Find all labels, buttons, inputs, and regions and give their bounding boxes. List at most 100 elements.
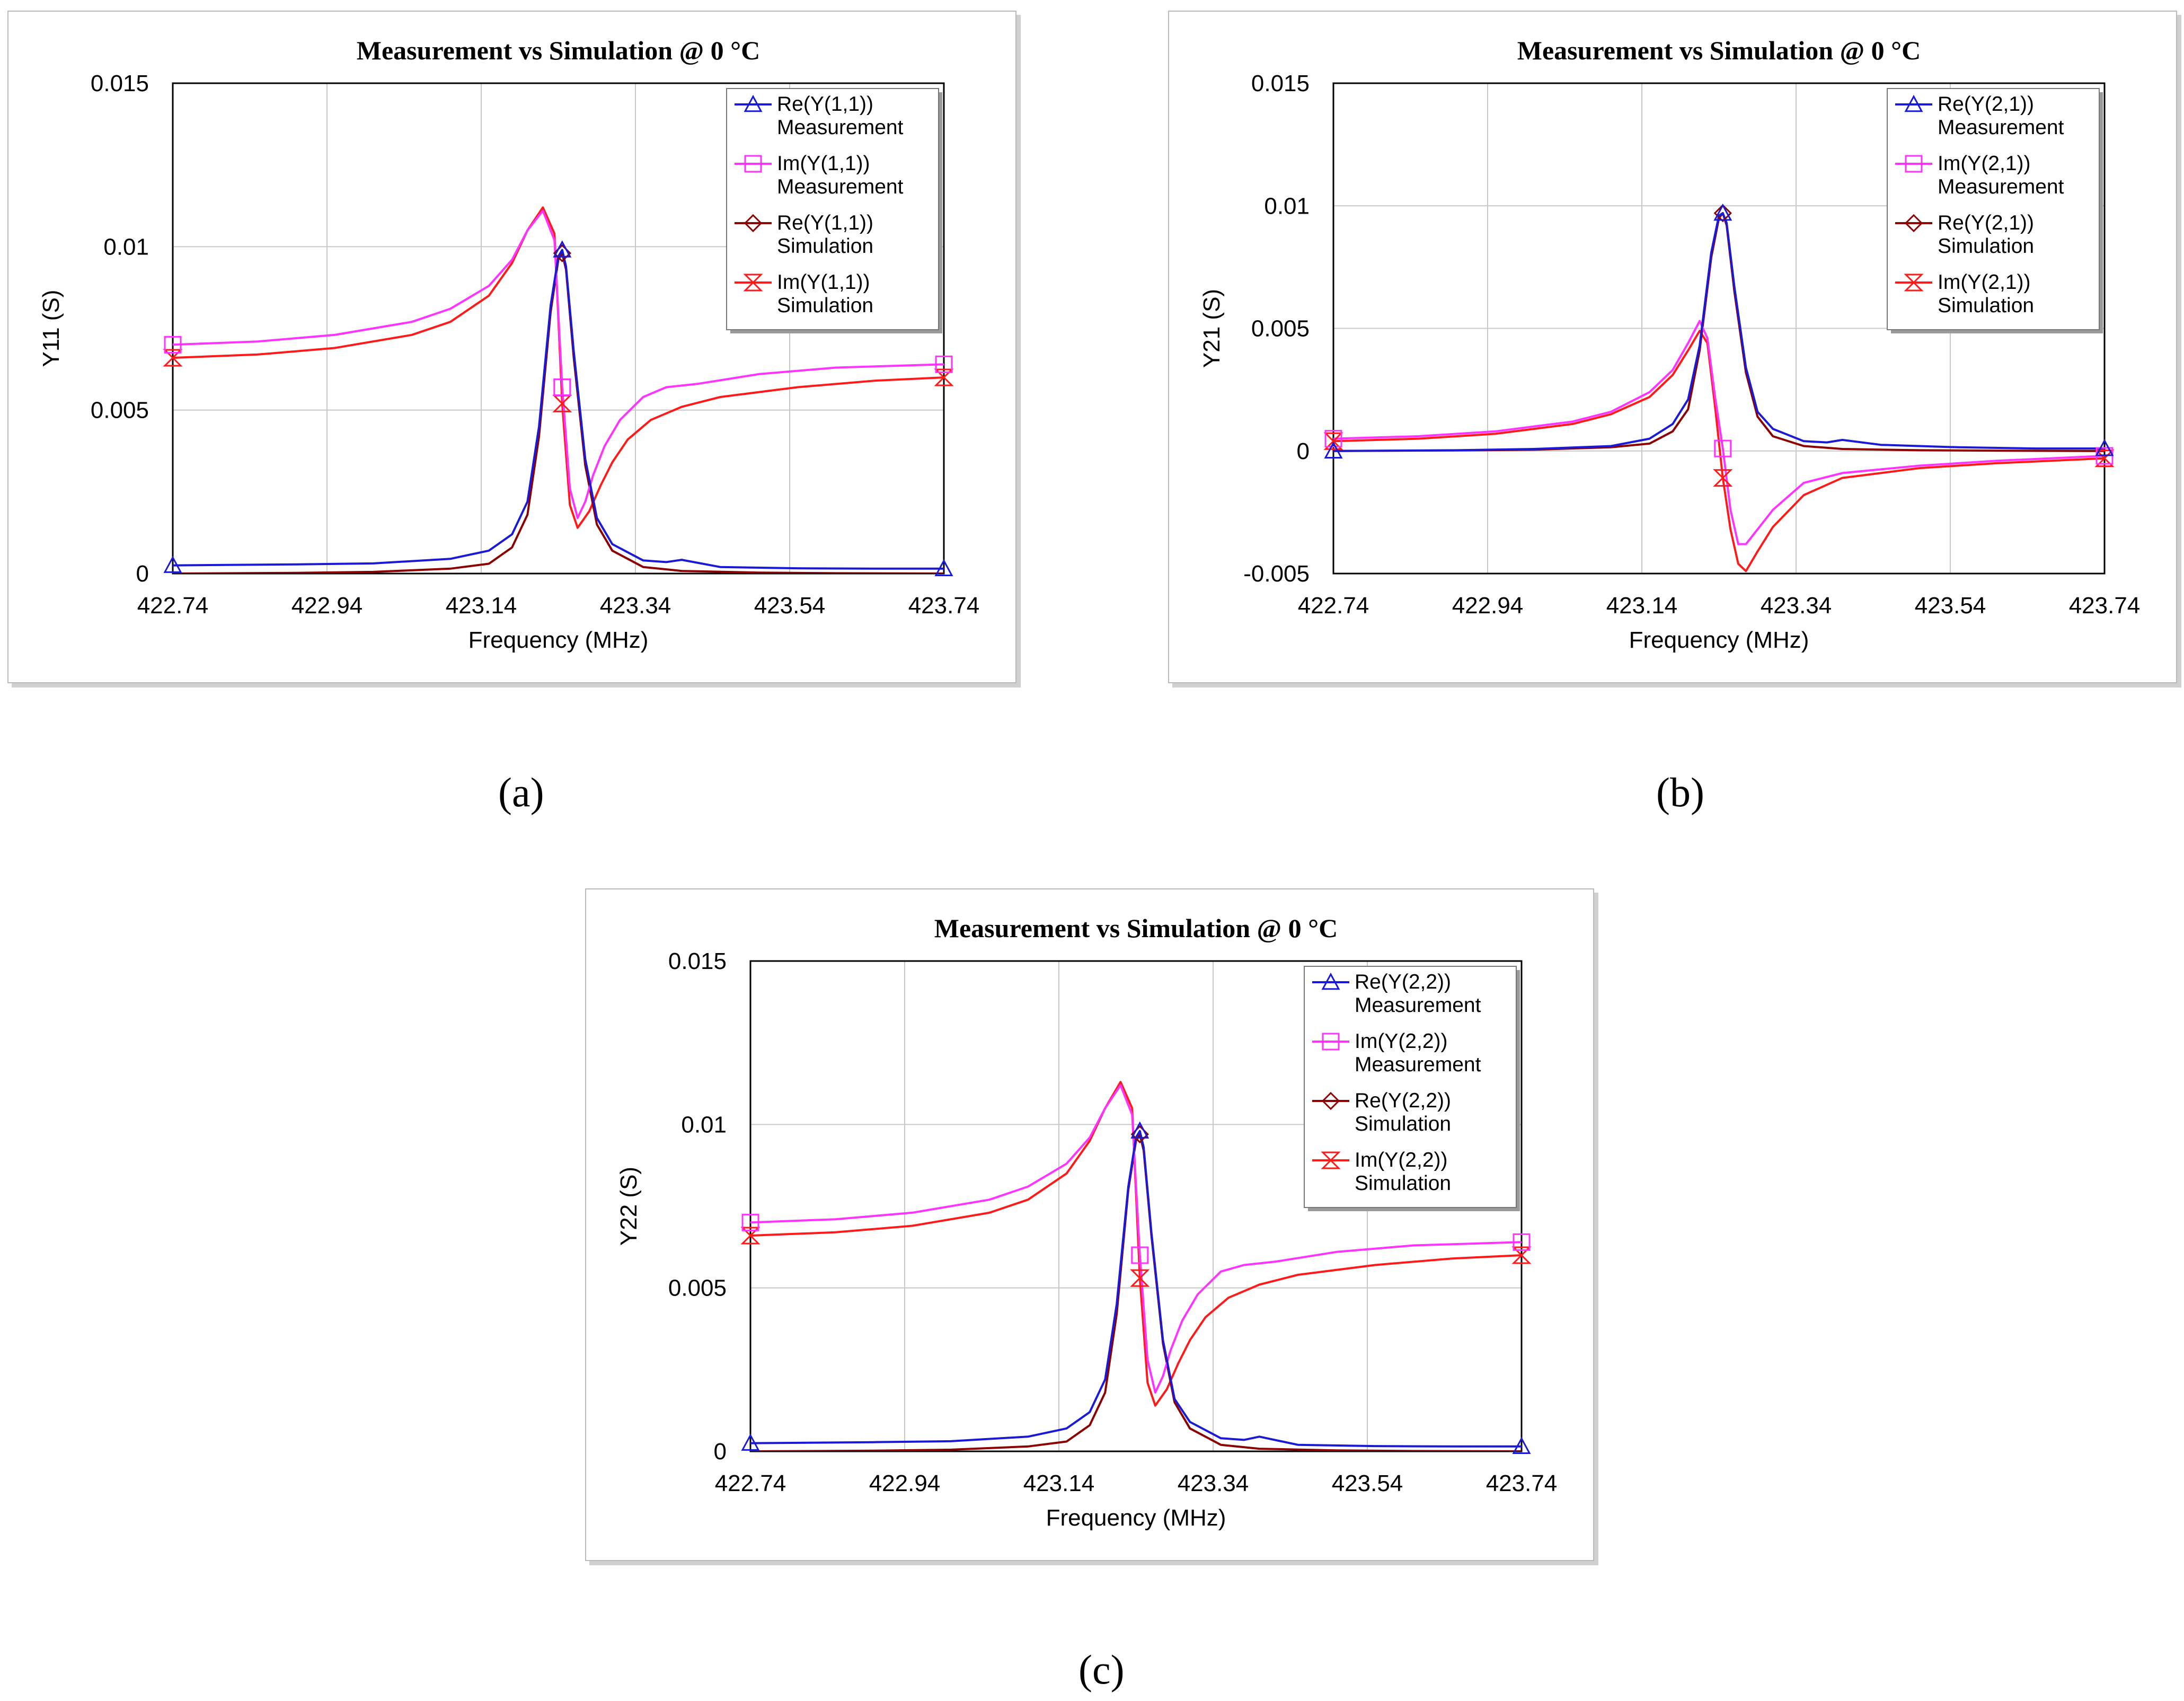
chart-title: Measurement vs Simulation @ 0 °C [357, 36, 760, 65]
series-marker [1513, 1233, 1531, 1251]
legend-sublabel: Simulation [1355, 1172, 1451, 1195]
y-tick-label: 0.005 [668, 1275, 727, 1301]
series-marker [1511, 1246, 1532, 1264]
legend-sublabel: Simulation [777, 294, 873, 317]
y-tick-label: 0.01 [1264, 193, 1310, 219]
legend-label: Im(Y(2,2)) [1355, 1030, 1448, 1053]
series-marker [163, 349, 183, 367]
legend-sublabel: Simulation [1938, 235, 2034, 258]
series-marker [934, 559, 953, 576]
x-tick-label: 423.54 [754, 593, 826, 619]
legend-marker [1905, 155, 1923, 173]
chart-a: Measurement vs Simulation @ 0 °C 422.74 42… [38, 36, 980, 653]
series-marker [1714, 439, 1732, 457]
legend-marker [1321, 1151, 1341, 1169]
series-marker [1713, 204, 1732, 223]
legend-box [1887, 88, 2100, 330]
x-tick-label: 423.74 [1486, 1470, 1558, 1496]
series-line [1333, 320, 2105, 545]
chart-title: Measurement vs Simulation @ 0 °C [934, 913, 1338, 943]
series-line [173, 209, 944, 519]
x-tick-label: 422.94 [1452, 593, 1524, 619]
plot-frame [749, 960, 1523, 1452]
x-tick-label: 423.74 [2069, 593, 2141, 619]
legend-marker [743, 274, 763, 292]
caption-a: (a) [498, 769, 544, 815]
series-line [173, 249, 944, 570]
series-marker [553, 240, 572, 258]
x-tick-label: 422.74 [1298, 593, 1369, 619]
series-marker [1324, 430, 1342, 448]
legend-marker [1321, 1091, 1340, 1111]
chart-panel-c: Measurement vs Simulation @ 0 °C 422.74 42… [585, 888, 1594, 1561]
x-tick-label: 423.14 [1606, 593, 1678, 619]
x-tick-label: 423.34 [1761, 593, 1832, 619]
series-marker [164, 336, 182, 354]
series-marker [1713, 469, 1733, 487]
legend-sublabel: Simulation [777, 235, 873, 258]
legend-marker [1904, 214, 1923, 233]
legend-sublabel: Measurement [1355, 1053, 1481, 1076]
y-tick-label: 0.015 [668, 948, 727, 974]
x-tick-label: 422.74 [137, 593, 209, 619]
chart-panel-b: Measurement vs Simulation @ 0 °C 422.74 42… [1168, 11, 2177, 683]
caption-c: (c) [1078, 1646, 1125, 1693]
legend-marker [1904, 94, 1923, 112]
x-tick-label: 423.14 [446, 593, 517, 619]
legend-marker [1322, 1033, 1340, 1051]
legend-sublabel: Simulation [1355, 1113, 1451, 1135]
x-tick-label: 423.54 [1332, 1470, 1403, 1496]
x-tick-label: 423.14 [1023, 1470, 1095, 1496]
legend-label: Re(Y(2,1)) [1938, 93, 2034, 116]
series-marker [163, 556, 182, 573]
legend-marker [744, 214, 763, 233]
series-marker [553, 378, 571, 396]
legend-box [726, 88, 939, 330]
x-axis-label: Frequency (MHz) [1629, 627, 1809, 653]
y-axis-label: Y11 (S) [38, 290, 64, 367]
legend-sublabel: Measurement [777, 175, 904, 198]
series-line [1333, 212, 2105, 452]
legend-sublabel: Measurement [1938, 175, 2064, 198]
legend-label: Im(Y(1,1)) [777, 271, 870, 294]
legend-label: Im(Y(2,2)) [1355, 1149, 1448, 1171]
x-axis-label: Frequency (MHz) [1046, 1505, 1226, 1531]
series-marker [1512, 1436, 1531, 1454]
y-tick-label: 0 [136, 561, 149, 587]
legend-sublabel: Measurement [1355, 994, 1481, 1017]
series-line [750, 1081, 1522, 1407]
legend-label: Re(Y(2,2)) [1355, 971, 1451, 993]
y-tick-label: 0.005 [1251, 316, 1310, 342]
series-marker [2094, 450, 2115, 468]
legend-marker [744, 155, 762, 173]
series-marker [934, 368, 954, 386]
series-marker [741, 1433, 760, 1451]
legend-label: Re(Y(1,1)) [777, 211, 873, 234]
x-tick-label: 422.74 [715, 1470, 786, 1496]
series-line [173, 206, 944, 529]
series-marker [1130, 1269, 1150, 1287]
chart-b: Measurement vs Simulation @ 0 °C 422.74 42… [1199, 36, 2141, 653]
legend-marker [744, 94, 763, 112]
x-tick-label: 423.74 [908, 593, 980, 619]
y-tick-label: 0.015 [1251, 70, 1310, 96]
y-tick-label: 0 [714, 1439, 727, 1465]
series-marker [740, 1227, 761, 1245]
series-marker [1324, 441, 1343, 459]
y-tick-label: 0.01 [103, 234, 149, 260]
y-tick-label: 0.005 [91, 398, 149, 424]
legend-label: Im(Y(1,1)) [777, 152, 870, 175]
legend-box [1304, 966, 1517, 1208]
series-line [750, 1084, 1522, 1394]
legend-label: Re(Y(2,2)) [1355, 1089, 1451, 1112]
legend-sublabel: Measurement [777, 116, 904, 139]
legend-sublabel: Measurement [1938, 116, 2064, 139]
y-tick-label: 0 [1297, 438, 1310, 464]
plot-frame [1332, 82, 2106, 575]
y-tick-label: 0.015 [91, 70, 149, 96]
series-marker [1130, 1121, 1150, 1139]
x-tick-label: 422.94 [869, 1470, 941, 1496]
x-tick-label: 422.94 [291, 593, 363, 619]
legend-label: Re(Y(1,1)) [777, 93, 873, 116]
legend-label: Im(Y(2,1)) [1938, 152, 2031, 175]
